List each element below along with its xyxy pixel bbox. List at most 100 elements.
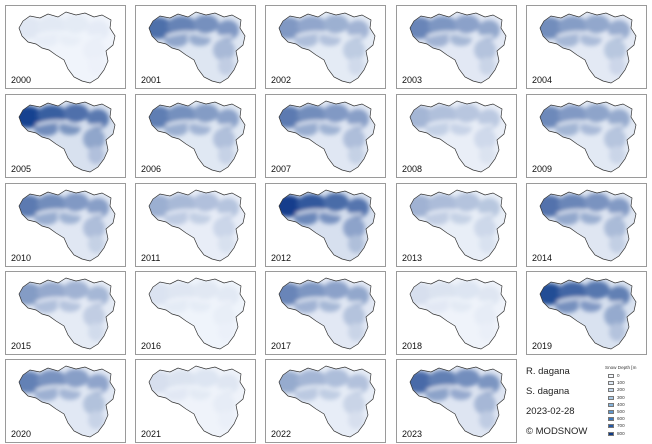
date-label: 2023-02-28 (526, 406, 575, 417)
legend-swatch (608, 410, 614, 414)
snow-region (83, 393, 105, 415)
snow-region (87, 20, 109, 40)
basin-outline (409, 11, 507, 84)
snow-region (193, 193, 219, 211)
snow-region (347, 20, 369, 40)
year-label: 2000 (11, 75, 32, 85)
snow-region (347, 374, 369, 394)
map-panel: 2001 (135, 5, 256, 89)
snow-region (294, 299, 318, 313)
snow-depth-map (18, 100, 116, 173)
snow-region (479, 323, 495, 341)
legend-label: 300 (617, 394, 625, 400)
snow-depth-map (278, 11, 376, 84)
valley (426, 384, 494, 393)
legend-label: 200 (617, 387, 625, 393)
snow-depth-map (409, 277, 507, 350)
snow-region (604, 39, 626, 61)
snow-region (609, 235, 625, 253)
snow-region (454, 369, 480, 387)
basin-outline (278, 277, 376, 350)
year-label: 2020 (11, 429, 32, 439)
snow-depth-map (539, 277, 637, 350)
year-label: 2013 (402, 253, 423, 263)
snow-region (87, 109, 109, 129)
basin-outline (278, 100, 376, 173)
snow-region (347, 109, 369, 129)
valley (295, 296, 363, 305)
snow-depth-map (539, 11, 637, 84)
year-label: 2016 (141, 341, 162, 351)
year-label: 2022 (271, 429, 292, 439)
snow-region (478, 109, 500, 129)
basin-outline (539, 277, 637, 350)
year-label: 2017 (271, 341, 292, 351)
basin-outline (18, 365, 116, 438)
basin-outline (409, 277, 507, 350)
snow-region (608, 20, 630, 40)
legend-swatch (608, 424, 614, 429)
snow-region (454, 15, 480, 33)
snow-depth-map (278, 100, 376, 173)
snow-region (479, 146, 495, 164)
snow-region (454, 193, 480, 211)
snow-region (294, 211, 318, 225)
snow-region (294, 33, 318, 47)
snow-depth-map (18, 189, 116, 262)
valley (35, 296, 103, 305)
year-label: 2023 (402, 429, 423, 439)
snow-region (34, 33, 58, 47)
basin-outline (409, 100, 507, 173)
snow-region (294, 122, 318, 136)
snow-region (478, 198, 500, 218)
year-label: 2005 (11, 164, 32, 174)
map-panel: 2020 (5, 359, 126, 443)
legend-label: 800 (617, 430, 625, 436)
map-panel: 2005 (5, 94, 126, 178)
legend-label: 500 (617, 409, 625, 414)
map-panel: 2002 (265, 5, 386, 89)
snow-region (479, 57, 495, 75)
snow-depth-map (409, 100, 507, 173)
snow-region (34, 211, 58, 225)
snow-region (34, 299, 58, 313)
valley (165, 119, 233, 128)
year-label: 2001 (141, 75, 162, 85)
year-label: 2019 (532, 341, 553, 351)
map-panel: 2007 (265, 94, 386, 178)
snow-region (343, 39, 365, 61)
basin-outline (278, 365, 376, 438)
snow-region (609, 57, 625, 75)
station-name: S. dagana (526, 386, 570, 397)
map-panel: 2023 (396, 359, 517, 443)
snow-region (213, 128, 235, 150)
snow-region (609, 146, 625, 164)
snow-region (479, 411, 495, 429)
map-panel: 2022 (265, 359, 386, 443)
snow-region (218, 411, 234, 429)
snow-region (164, 122, 188, 136)
snow-region (63, 193, 89, 211)
snow-region (193, 104, 219, 122)
snow-region (604, 128, 626, 150)
snow-depth-map (18, 11, 116, 84)
map-panel: 2015 (5, 271, 126, 355)
basin-outline (148, 365, 246, 438)
valley (35, 30, 103, 39)
snow-region (555, 122, 579, 136)
basin-outline (148, 11, 246, 84)
snow-region (218, 146, 234, 164)
snow-region (217, 286, 239, 306)
snow-region (604, 305, 626, 327)
map-panel: 2010 (5, 183, 126, 267)
legend-label: 700 (617, 423, 625, 429)
valley (165, 208, 233, 217)
snow-depth-map (148, 11, 246, 84)
snow-depth-legend: Snow Depth [m 0 100 200 300 400 500 600 700 800 (605, 362, 652, 442)
map-panel: 2004 (526, 5, 647, 89)
info-block: R. dagana S. dagana 2023-02-28 © MODSNOW (524, 362, 652, 442)
basin-outline (18, 189, 116, 262)
legend-swatch (608, 388, 614, 393)
basin-outline (539, 11, 637, 84)
snow-region (164, 33, 188, 47)
